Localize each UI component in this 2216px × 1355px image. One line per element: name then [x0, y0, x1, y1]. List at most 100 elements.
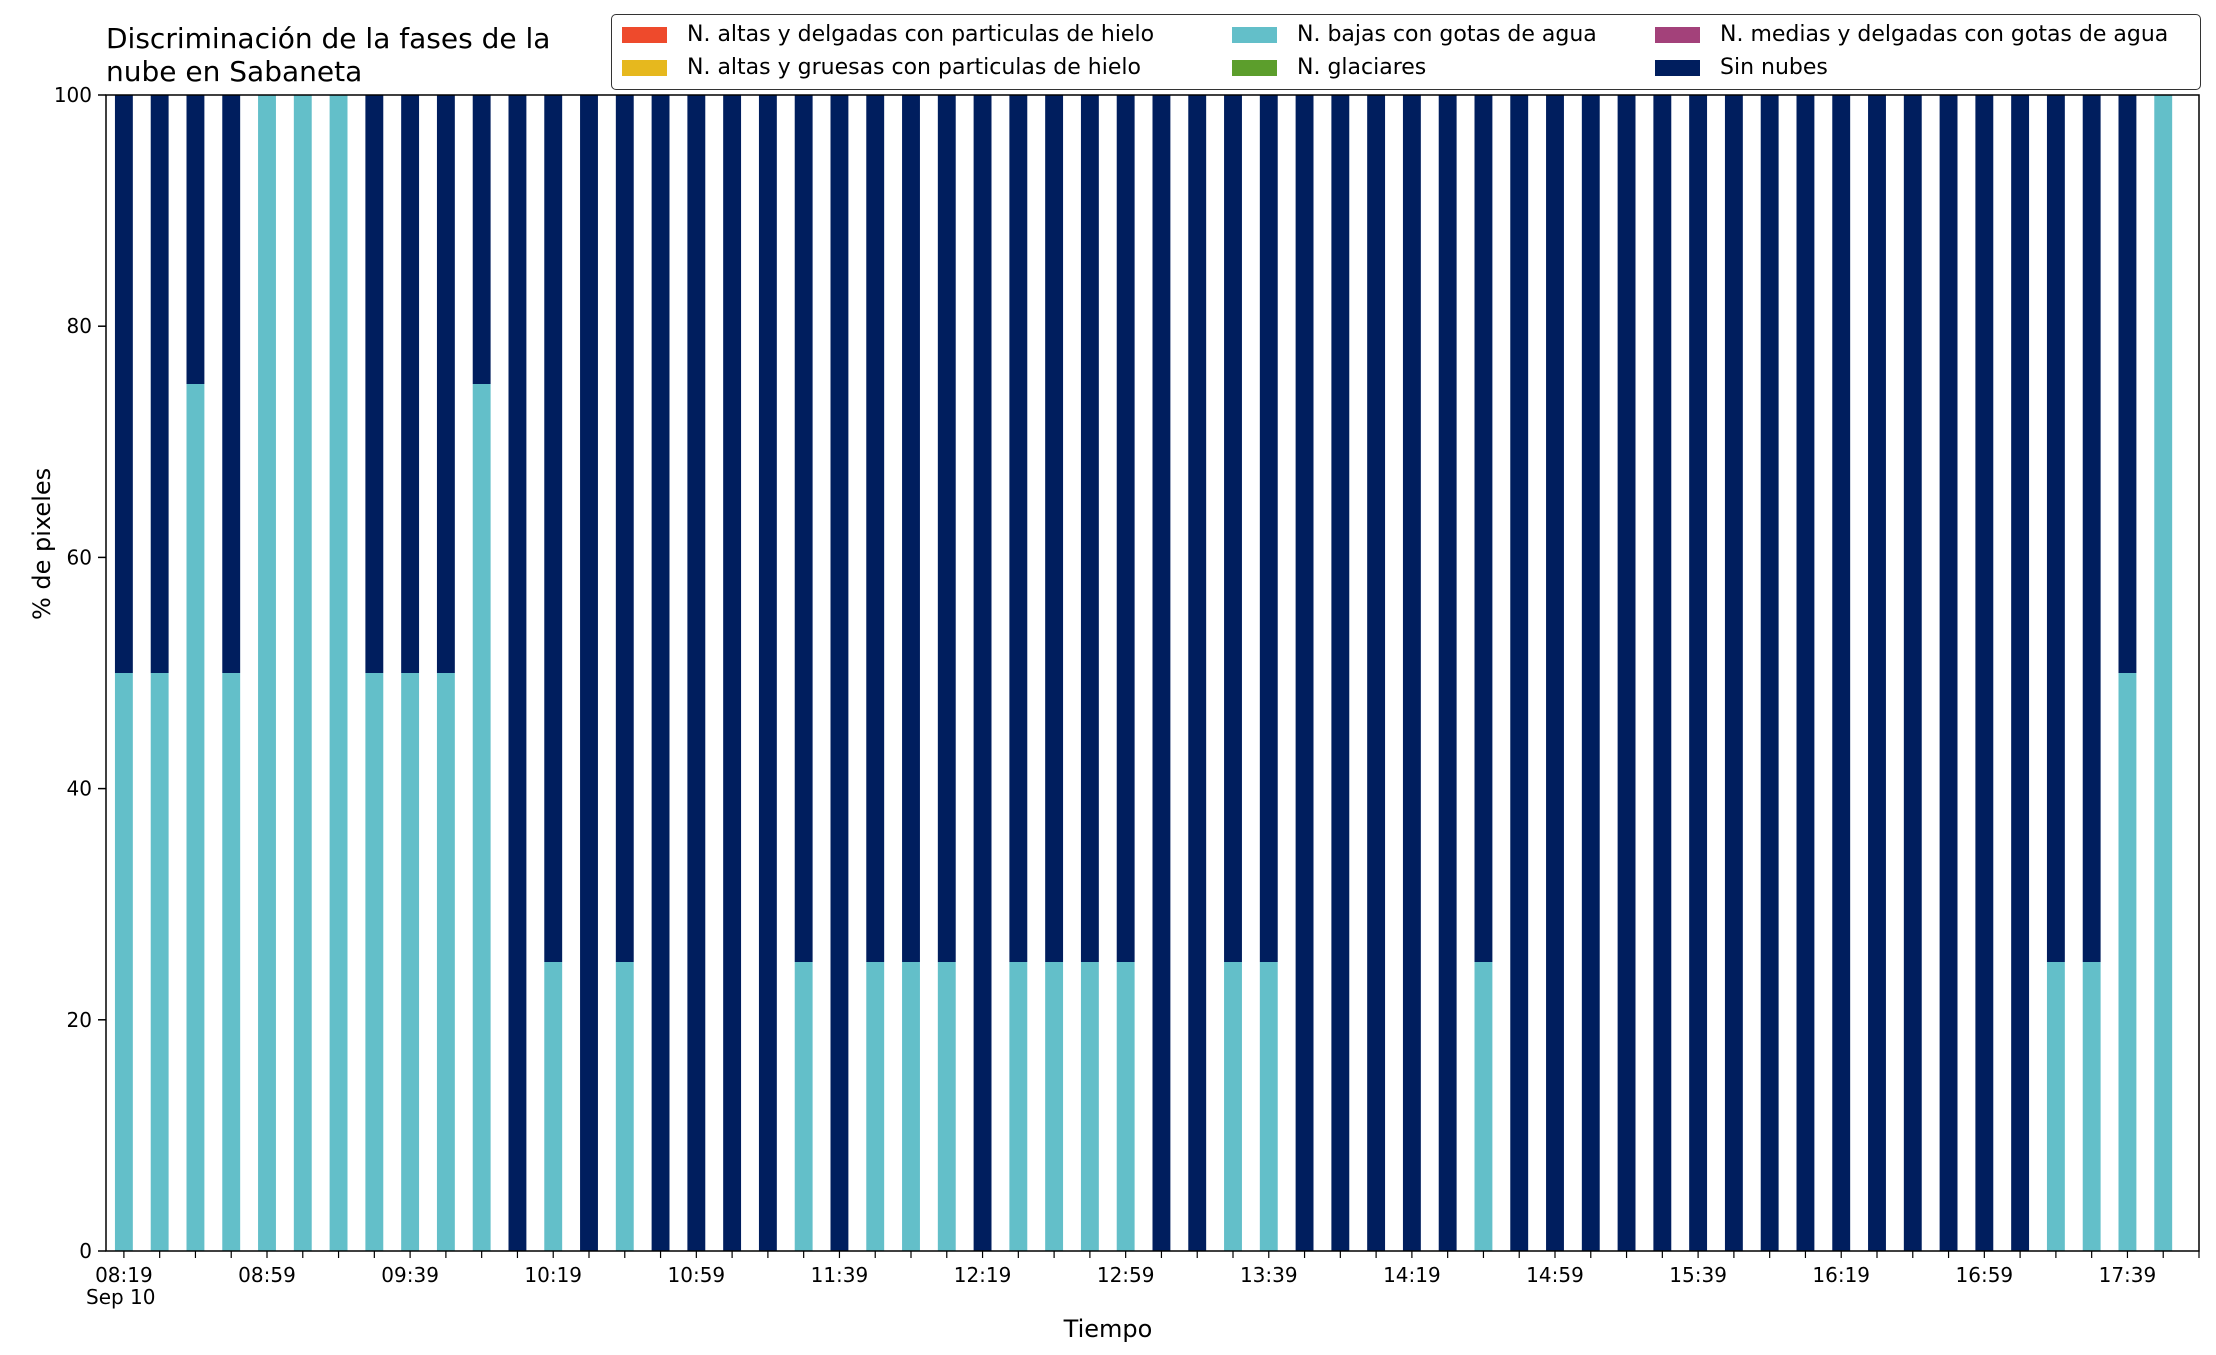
bar-16:19-series-5	[1832, 95, 1851, 1251]
y-axis-label: % de pixeles	[28, 467, 56, 620]
legend-label-0: N. altas y delgadas con particulas de hi…	[687, 22, 1155, 47]
legend-item-3: N. glaciares	[1232, 55, 1426, 80]
legend-swatch-4	[1655, 26, 1700, 43]
bar-11:29-series-2	[794, 962, 813, 1251]
bar-15:29-series-5	[1653, 95, 1672, 1251]
bar-09:39-series-5	[401, 95, 420, 673]
bar-13:09-series-5	[1152, 95, 1171, 1251]
bar-08:59-series-2	[258, 95, 276, 1251]
bar-10:39-series-5	[615, 95, 634, 962]
y-tick-label: 60	[67, 545, 92, 569]
bar-10:59-series-5	[687, 95, 706, 1251]
bar-09:59-series-5	[472, 95, 491, 384]
legend-label-1: N. altas y gruesas con particulas de hie…	[687, 55, 1141, 80]
bar-15:09-series-5	[1581, 95, 1600, 1251]
bar-08:29-series-2	[150, 673, 169, 1251]
bar-17:39-series-5	[2118, 95, 2137, 673]
x-tick-label: 14:19	[1383, 1263, 1441, 1287]
legend-swatch-0	[622, 26, 667, 43]
legend-label-2: N. bajas con gotas de agua	[1297, 22, 1597, 47]
bar-12:39-series-2	[1045, 962, 1064, 1251]
bar-12:29-series-5	[1009, 95, 1028, 962]
bar-15:49-series-5	[1724, 95, 1743, 1251]
legend-swatch-1	[622, 59, 667, 76]
bar-14:09-series-5	[1367, 95, 1386, 1251]
bar-08:49-series-2	[222, 673, 241, 1251]
x-axis-label: Tiempo	[1063, 1315, 1153, 1343]
bar-08:39-series-5	[186, 95, 205, 384]
bar-11:59-series-2	[902, 962, 920, 1251]
axes-frame	[105, 94, 2200, 1252]
bar-12:49-series-5	[1080, 95, 1099, 962]
legend-label-3: N. glaciares	[1297, 55, 1427, 80]
x-tick-label: 15:39	[1669, 1263, 1727, 1287]
bar-16:39-series-5	[1903, 95, 1922, 1251]
legend-swatch-3	[1232, 59, 1277, 76]
legend: N. altas y delgadas con particulas de hi…	[611, 14, 2201, 90]
x-tick-label: 12:59	[1097, 1263, 1155, 1287]
bar-17:29-series-5	[2082, 95, 2101, 962]
y-tick-label: 40	[67, 777, 92, 801]
bar-16:49-series-5	[1939, 95, 1958, 1251]
bar-12:09-series-2	[937, 962, 956, 1251]
x-tick-label: 11:39	[811, 1263, 869, 1287]
bar-14:39-series-5	[1474, 95, 1493, 962]
x-tick-label: 08:19	[95, 1263, 153, 1287]
bar-11:29-series-5	[794, 95, 813, 962]
bar-13:29-series-2	[1224, 962, 1242, 1251]
bar-09:39-series-2	[401, 673, 420, 1251]
bar-17:39-series-2	[2118, 673, 2137, 1251]
bar-14:59-series-5	[1546, 95, 1564, 1251]
bar-09:29-series-5	[365, 95, 384, 673]
legend-item-2: N. bajas con gotas de agua	[1232, 22, 1597, 47]
bar-17:19-series-5	[2046, 95, 2065, 962]
bar-11:09-series-5	[723, 95, 742, 1251]
y-tick-label: 20	[67, 1008, 92, 1032]
x-tick-label: 16:19	[1812, 1263, 1870, 1287]
bar-08:49-series-5	[222, 95, 241, 673]
y-tick-label: 100	[54, 83, 92, 107]
bar-10:19-series-5	[544, 95, 563, 962]
legend-item-1: N. altas y gruesas con particulas de hie…	[622, 55, 1141, 80]
bar-14:19-series-5	[1402, 95, 1421, 1251]
bar-09:29-series-2	[365, 673, 384, 1251]
bar-08:39-series-2	[186, 384, 205, 1251]
legend-item-5: Sin nubes	[1655, 55, 1828, 80]
ticks-layer: 0 20 40 60 80 100 08:19 08:59 09:39 10:19 10:59 11:…	[54, 83, 2200, 1287]
bar-10:29-series-5	[580, 95, 598, 1251]
x-tick-label: 14:59	[1526, 1263, 1584, 1287]
legend-swatch-2	[1232, 26, 1277, 43]
x-tick-label: 12:19	[954, 1263, 1012, 1287]
x-tick-label: 16:59	[1956, 1263, 2014, 1287]
bar-16:09-series-5	[1796, 95, 1815, 1251]
bar-08:29-series-5	[150, 95, 169, 673]
x-tick-label: 17:39	[2099, 1263, 2157, 1287]
bar-15:19-series-5	[1617, 95, 1636, 1251]
bar-17:29-series-2	[2082, 962, 2101, 1251]
bar-12:39-series-5	[1045, 95, 1064, 962]
bar-13:29-series-5	[1224, 95, 1242, 962]
bar-08:19-series-5	[114, 95, 133, 673]
x-tick-label: 10:19	[524, 1263, 582, 1287]
x-tick-label: 13:39	[1240, 1263, 1298, 1287]
bar-10:49-series-5	[651, 95, 670, 1251]
bar-12:59-series-5	[1116, 95, 1135, 962]
bars-layer	[114, 95, 2173, 1251]
bar-14:49-series-5	[1510, 95, 1529, 1251]
chart-title: Discriminación de la fases de la nube en…	[106, 22, 551, 88]
bar-09:19-series-2	[329, 95, 348, 1251]
x-tick-label: 10:59	[668, 1263, 726, 1287]
legend-label-4: N. medias y delgadas con gotas de agua	[1720, 22, 2169, 47]
bar-13:59-series-5	[1331, 95, 1350, 1251]
legend-label-5: Sin nubes	[1720, 55, 1828, 80]
bar-09:49-series-2	[436, 673, 455, 1251]
legend-item-4: N. medias y delgadas con gotas de agua	[1655, 22, 2168, 47]
legend-swatch-5	[1655, 59, 1700, 76]
bar-11:59-series-5	[902, 95, 920, 962]
bar-15:59-series-5	[1760, 95, 1779, 1251]
bar-12:59-series-2	[1116, 962, 1135, 1251]
bar-10:39-series-2	[615, 962, 634, 1251]
bar-11:49-series-2	[866, 962, 885, 1251]
bar-13:49-series-5	[1295, 95, 1314, 1251]
